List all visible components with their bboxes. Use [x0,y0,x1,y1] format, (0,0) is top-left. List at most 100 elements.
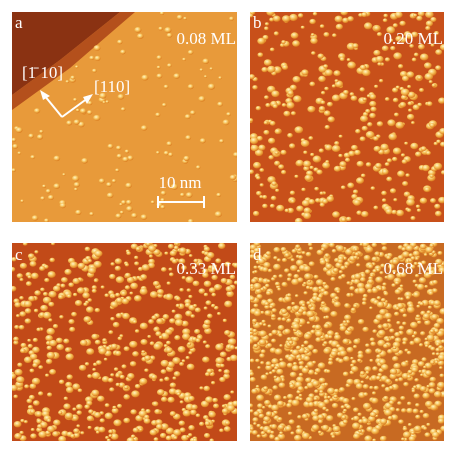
island [319,148,324,152]
island [74,182,80,187]
island [302,414,308,419]
island [60,284,65,288]
island [191,404,198,410]
island [167,33,173,38]
island [94,45,101,51]
island [343,420,348,424]
island [299,361,304,366]
island [34,108,40,113]
island [402,159,407,164]
coverage: 0.68 ML [384,259,444,278]
island [89,212,93,216]
island [152,401,158,406]
island [82,292,89,298]
island [36,419,42,424]
island [364,435,372,441]
island [327,102,333,107]
island [438,97,446,103]
island [407,114,414,120]
island [108,330,113,334]
island [393,98,399,103]
island [94,412,101,418]
island [229,345,235,350]
island [417,209,421,212]
island [30,369,35,373]
scale-bar-label: 10 nm [159,173,202,192]
island [250,377,256,382]
island [371,186,375,190]
island [24,384,29,388]
island [273,275,278,279]
island [301,69,308,75]
island [183,17,187,20]
island [360,136,366,141]
island [70,434,75,438]
island [401,247,406,251]
island [216,193,221,197]
island [211,304,215,308]
island [65,80,69,83]
island [327,388,335,395]
island [220,352,227,358]
island [372,257,378,262]
island [204,247,210,252]
island [146,242,151,246]
island [369,306,372,309]
island [401,89,410,96]
island [415,415,420,419]
island [179,247,187,253]
island [291,302,295,305]
island [68,282,74,287]
island [402,181,408,186]
island [78,263,86,269]
island [362,298,367,302]
island [254,310,261,316]
island [377,121,383,126]
island [139,378,147,385]
island [312,349,318,354]
island [362,418,369,424]
island [309,166,313,170]
island [188,50,194,55]
panel-label: b [253,13,262,32]
island [353,433,360,439]
island [363,384,369,389]
island [141,125,147,130]
island [153,343,161,350]
island [371,398,378,404]
island [318,431,322,434]
island [269,305,273,308]
island [427,101,433,106]
island [430,174,434,177]
island [134,295,142,301]
island [233,152,239,157]
island [282,258,287,262]
island [267,66,276,73]
island [411,367,418,373]
island [96,360,102,365]
island [117,154,122,159]
island [379,359,386,365]
island [324,324,330,329]
island [252,430,258,435]
island [67,294,72,298]
island [40,288,45,292]
island [262,204,268,209]
island [295,294,299,297]
island [253,422,257,425]
island [292,249,297,253]
island [290,431,294,434]
island [372,269,377,273]
island [114,367,118,371]
island [264,310,271,316]
island [327,396,331,399]
island [369,94,376,100]
island [92,289,97,293]
island [78,388,83,392]
island [411,431,415,434]
island [408,423,412,426]
island [94,250,102,257]
island [234,281,239,285]
island [429,382,436,388]
island [92,372,100,379]
